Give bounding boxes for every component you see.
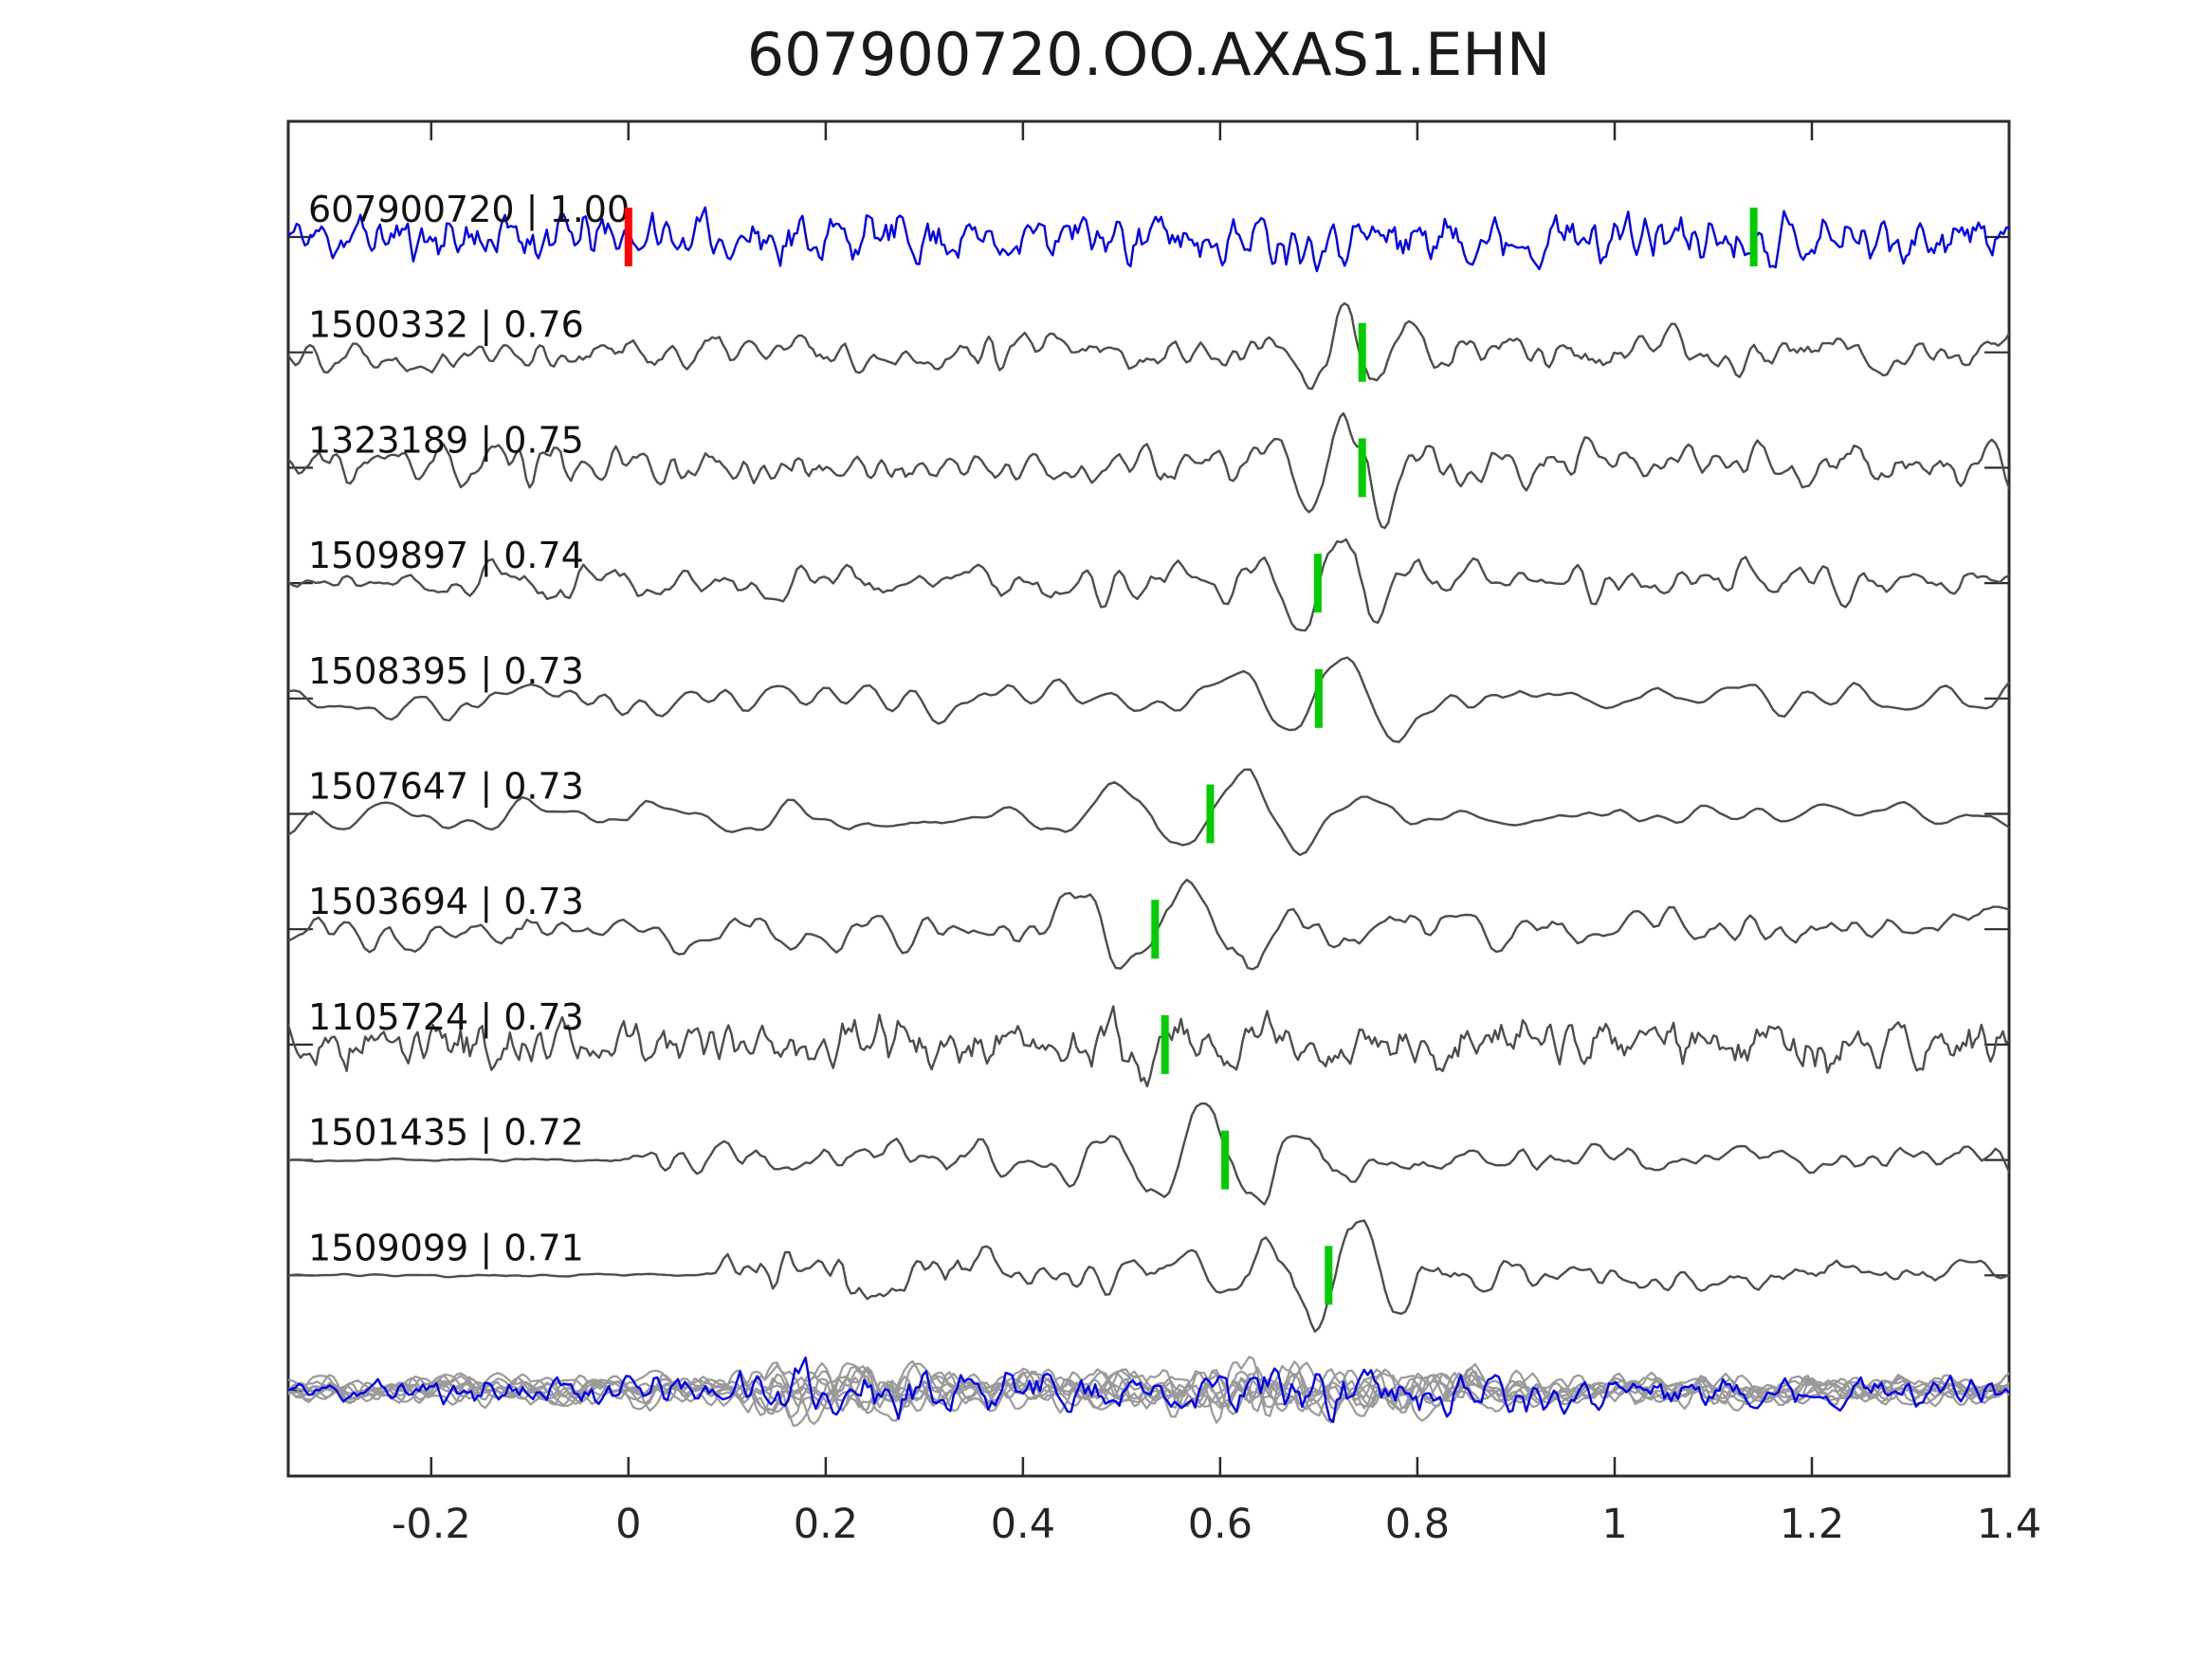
trace-label-1501435: 1501435 | 0.72 [308,1112,584,1155]
trace-1509897 [288,538,2009,632]
trace-label-1323189: 1323189 | 0.75 [308,419,584,462]
origin-marker-607900720 [624,208,632,266]
trace-1501435 [288,1102,2009,1206]
x-tick-label: 0.6 [1188,1501,1252,1548]
overlay-traces [288,1356,2009,1428]
pick-marker-1507647 [1206,784,1215,844]
trace-lines [288,206,2009,1333]
trace-label-1509897: 1509897 | 0.74 [308,535,584,577]
pick-marker-607900720 [1749,208,1758,266]
trace-1323189 [288,411,2009,530]
overlay-detection-trace [288,1364,2009,1413]
trace-1105724 [288,1005,2009,1088]
trace-label-1509099: 1509099 | 0.71 [308,1227,584,1269]
trace-label-1507647: 1507647 | 0.73 [308,766,584,809]
x-tick-label: 0 [615,1501,641,1548]
x-tick-label: -0.2 [392,1501,471,1548]
x-tick-label: 0.2 [794,1501,858,1548]
x-tick-label: 1.2 [1780,1501,1844,1548]
trace-1507647 [288,768,2009,856]
pick-marker-1503694 [1151,900,1160,959]
x-tick-label: 1.4 [1977,1501,2041,1548]
x-tick-label: 1 [1601,1501,1627,1548]
trace-1503694 [288,878,2009,971]
pick-marker-1508395 [1314,668,1323,728]
trace-1509099 [288,1219,2009,1333]
pick-marker-1509897 [1313,554,1322,613]
x-axis-tick-labels: -0.2 0 0.2 0.4 0.6 0.8 1 1.2 1.4 [392,1501,2041,1548]
plot-frame [286,119,2011,1478]
pick-marker-1509099 [1325,1246,1333,1305]
trace-1508395 [288,656,2009,743]
trace-label-1105724: 1105724 | 0.73 [308,996,584,1039]
trace-label-1500332: 1500332 | 0.76 [308,304,584,347]
pick-marker-1500332 [1358,322,1366,382]
plot-border [286,119,2011,1478]
overlay-template-trace [288,1356,2009,1424]
figure-title: 607900720.OO.AXAS1.EHN [746,20,1551,89]
x-tick-label: 0.4 [991,1501,1055,1548]
pick-marker-1105724 [1161,1014,1169,1074]
trace-label-607900720: 607900720 | 1.00 [308,189,630,231]
trace-1500332 [288,301,2009,391]
x-tick-label: 0.8 [1385,1501,1450,1548]
trace-labels: 607900720 | 1.00 1500332 | 0.76 1323189 | … [308,189,630,1269]
trace-607900720 [288,206,2009,273]
trace-label-1508395: 1508395 | 0.73 [308,650,584,693]
pick-marker-1501435 [1221,1130,1230,1190]
x-axis-ticks [430,121,2011,1476]
trace-label-1503694: 1503694 | 0.73 [308,881,584,923]
pick-marker-1323189 [1358,438,1366,498]
pick-markers [624,208,1758,1305]
